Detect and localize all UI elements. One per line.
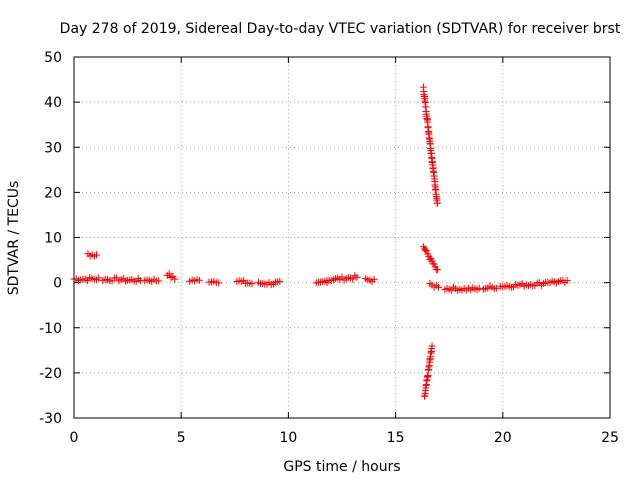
data-point — [93, 251, 101, 259]
data-point — [492, 284, 500, 292]
y-tick-label: 0 — [53, 276, 62, 292]
data-point — [422, 246, 430, 254]
data-point — [563, 277, 571, 285]
y-tick-label: 10 — [44, 231, 62, 247]
data-point — [433, 199, 441, 207]
y-tick-label: 50 — [44, 50, 62, 66]
data-point — [163, 272, 171, 280]
x-tick-label: 5 — [177, 430, 186, 446]
data-point — [423, 247, 431, 255]
data-point — [171, 275, 179, 283]
x-tick-label: 10 — [279, 430, 297, 446]
data-point — [165, 270, 173, 278]
x-tick-label: 0 — [70, 430, 79, 446]
data-point — [428, 342, 436, 350]
y-tick-label: -20 — [39, 366, 62, 382]
data-point — [248, 280, 256, 288]
data-point — [155, 277, 163, 285]
y-tick-labels: -30 -20 -10 0 10 20 30 40 50 — [39, 50, 62, 427]
data-point — [276, 277, 284, 285]
y-tick-label: 20 — [44, 185, 62, 201]
chart-title: Day 278 of 2019, Sidereal Day-to-day VTE… — [60, 21, 621, 37]
plot-frame — [73, 56, 611, 419]
data-point — [195, 276, 203, 284]
data-point — [370, 275, 378, 283]
data-point — [353, 273, 361, 281]
data-point — [434, 283, 442, 291]
y-tick-label: -10 — [39, 321, 62, 337]
x-tick-label: 15 — [387, 430, 405, 446]
x-tick-label: 25 — [601, 430, 619, 446]
y-axis-title: SDTVAR / TECUs — [6, 181, 22, 296]
x-axis-title: GPS time / hours — [283, 459, 400, 475]
x-tick-label: 20 — [494, 430, 512, 446]
grid-layer — [74, 57, 610, 418]
x-tick-labels: 0 5 10 15 20 25 — [70, 430, 619, 446]
data-point — [95, 274, 103, 282]
data-points — [70, 83, 571, 400]
data-point — [215, 279, 223, 287]
data-point — [433, 266, 441, 274]
y-tick-label: 30 — [44, 140, 62, 156]
y-tick-label: 40 — [44, 95, 62, 111]
y-tick-label: -30 — [39, 411, 62, 427]
data-point — [475, 284, 483, 292]
data-point — [167, 273, 175, 281]
